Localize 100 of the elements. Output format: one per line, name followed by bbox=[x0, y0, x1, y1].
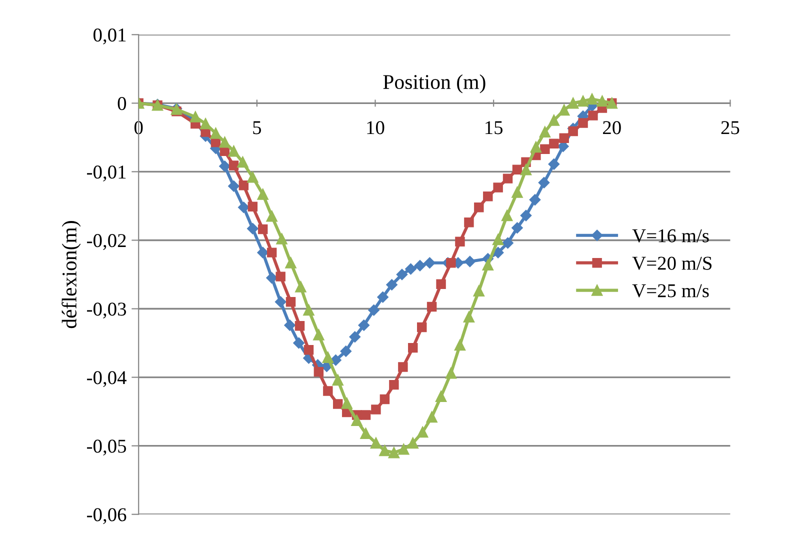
point bbox=[417, 426, 428, 438]
point bbox=[417, 322, 427, 332]
point bbox=[219, 160, 230, 172]
point bbox=[398, 444, 410, 455]
point bbox=[340, 346, 352, 357]
point bbox=[358, 320, 370, 331]
point bbox=[386, 279, 398, 290]
y-tick-label: 0,01 bbox=[94, 28, 126, 44]
point bbox=[426, 411, 438, 423]
point bbox=[408, 342, 418, 353]
point bbox=[190, 111, 201, 122]
point bbox=[538, 177, 550, 188]
point bbox=[341, 398, 352, 409]
point bbox=[286, 297, 296, 307]
point bbox=[414, 260, 426, 272]
point bbox=[436, 279, 446, 289]
point bbox=[304, 345, 314, 355]
point bbox=[314, 366, 324, 377]
point bbox=[549, 138, 559, 148]
x-tick-label: 15 bbox=[486, 121, 503, 134]
point bbox=[377, 292, 388, 303]
point bbox=[512, 164, 522, 175]
x-tick-label: 0 bbox=[134, 121, 143, 134]
point bbox=[371, 404, 381, 414]
y-tick-label: -0,02 bbox=[87, 234, 126, 250]
x-tick-label: 20 bbox=[603, 121, 621, 134]
y-axis-title: déflexion(m) bbox=[62, 221, 81, 328]
point bbox=[247, 222, 258, 234]
point bbox=[474, 202, 484, 212]
point bbox=[380, 394, 390, 404]
point bbox=[219, 136, 230, 148]
point bbox=[332, 374, 344, 386]
y-tick-label: -0,04 bbox=[87, 371, 126, 388]
point bbox=[238, 202, 250, 213]
point bbox=[424, 257, 436, 268]
point bbox=[294, 321, 305, 331]
point bbox=[464, 218, 474, 228]
point bbox=[530, 141, 542, 153]
point bbox=[502, 237, 514, 249]
point bbox=[493, 182, 503, 192]
point bbox=[455, 236, 465, 246]
point bbox=[502, 210, 513, 222]
point bbox=[228, 146, 240, 157]
point bbox=[568, 98, 579, 109]
point bbox=[512, 222, 523, 234]
point bbox=[483, 192, 493, 202]
point bbox=[247, 172, 258, 183]
point bbox=[238, 180, 249, 190]
point bbox=[454, 340, 466, 351]
point bbox=[248, 202, 258, 212]
point bbox=[473, 285, 484, 296]
point bbox=[332, 399, 343, 409]
point bbox=[577, 96, 589, 107]
point bbox=[257, 188, 268, 200]
point bbox=[360, 410, 371, 420]
point bbox=[539, 126, 550, 138]
point bbox=[512, 186, 523, 198]
point bbox=[330, 354, 342, 366]
point bbox=[464, 256, 476, 268]
point bbox=[426, 302, 437, 312]
y-tick-label: -0,06 bbox=[87, 508, 126, 524]
point bbox=[276, 272, 286, 282]
point bbox=[274, 296, 286, 308]
legend-label: V=20 m/S bbox=[632, 256, 712, 270]
point bbox=[559, 133, 569, 143]
point bbox=[540, 144, 550, 154]
point bbox=[379, 445, 390, 456]
point bbox=[558, 104, 570, 116]
point bbox=[502, 174, 513, 184]
point bbox=[446, 258, 456, 268]
point bbox=[368, 304, 380, 316]
legend-label: V=16 m/s bbox=[632, 229, 709, 242]
point bbox=[360, 428, 372, 440]
point bbox=[200, 118, 212, 130]
point bbox=[463, 311, 475, 323]
point bbox=[266, 248, 277, 258]
point bbox=[293, 337, 304, 349]
point bbox=[445, 368, 457, 379]
y-tick-label: -0,03 bbox=[87, 302, 126, 318]
point bbox=[210, 128, 222, 139]
point bbox=[389, 380, 399, 390]
point bbox=[388, 447, 400, 458]
point bbox=[370, 438, 382, 449]
point bbox=[323, 386, 333, 396]
point bbox=[405, 263, 416, 275]
point bbox=[266, 272, 278, 284]
point bbox=[529, 194, 541, 206]
x-tick-label: 25 bbox=[721, 121, 740, 134]
point bbox=[349, 331, 361, 342]
point bbox=[257, 246, 268, 258]
point bbox=[596, 96, 608, 107]
point bbox=[285, 257, 296, 268]
point bbox=[266, 210, 278, 222]
y-tick-label: 0 bbox=[118, 96, 126, 110]
point bbox=[520, 164, 532, 176]
point bbox=[276, 233, 288, 244]
point bbox=[548, 114, 560, 126]
point bbox=[520, 210, 532, 222]
point bbox=[586, 94, 598, 105]
point bbox=[228, 180, 240, 192]
